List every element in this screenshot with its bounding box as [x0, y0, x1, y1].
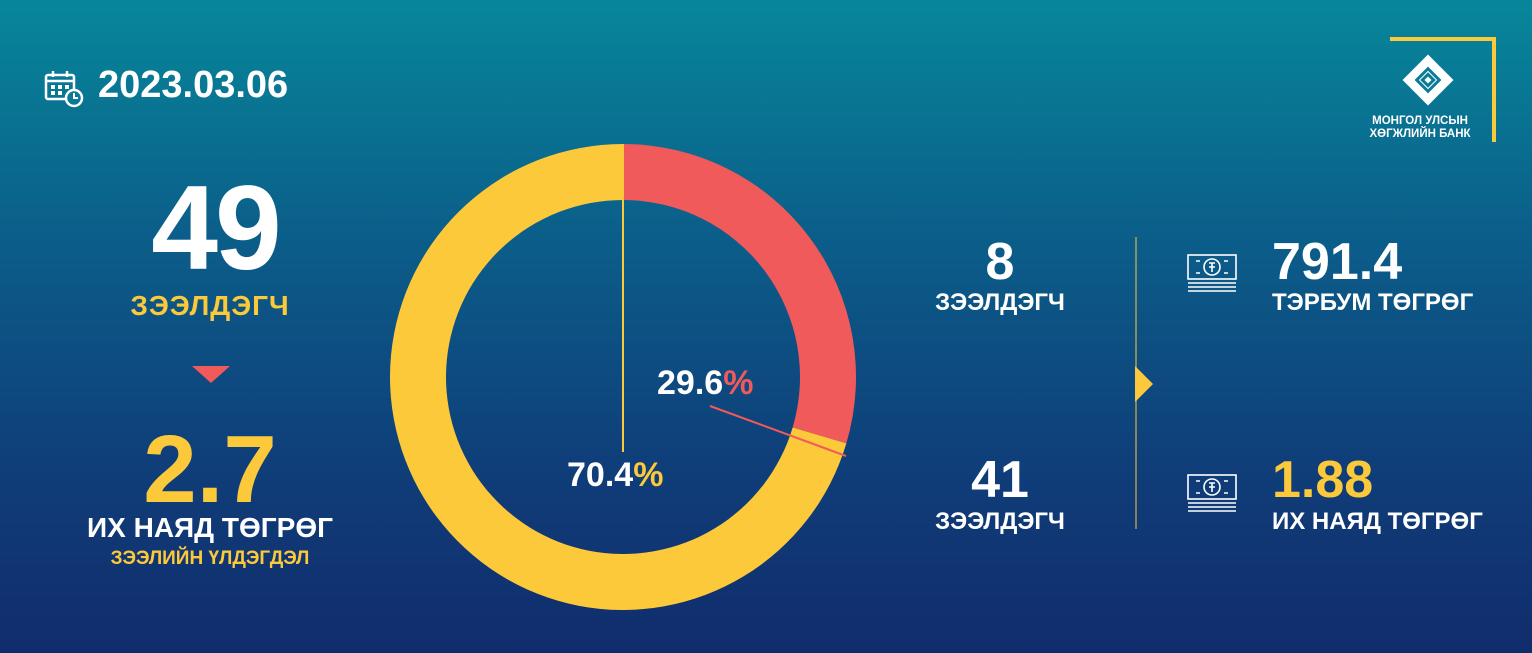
money-icon [1186, 473, 1238, 518]
group2-count-label: ЗЭЭЛДЭГЧ [935, 508, 1065, 535]
group2-count: 41 [971, 451, 1029, 509]
group2-amount-unit: ИХ НАЯД ТӨГРӨГ [1272, 508, 1483, 535]
percent-sign: % [723, 364, 754, 402]
percent-sign: % [633, 456, 664, 494]
right-arrow-icon [1135, 366, 1153, 402]
group1-amount: 791.4 [1272, 233, 1403, 291]
red-leader-line [709, 405, 847, 457]
donut-chart [390, 144, 856, 610]
down-triangle-icon [192, 366, 230, 383]
red-slice-label: 29.6% [657, 364, 753, 403]
donut-slice-0 [623, 144, 856, 444]
group1-amount-unit: ТЭРБУМ ТӨГРӨГ [1272, 289, 1474, 316]
red-slice-value: 29.6 [657, 364, 724, 402]
total-amount: 2.7 [143, 416, 277, 523]
yellow-slice-label: 70.4% [567, 456, 663, 495]
money-icon [1186, 253, 1238, 298]
total-borrowers-label: ЗЭЭЛДЭГЧ [130, 290, 290, 321]
calendar-icon [44, 70, 84, 108]
total-amount-unit: ИХ НАЯД ТӨГРӨГ [87, 512, 333, 543]
report-date: 2023.03.06 [98, 64, 289, 106]
bank-name-line2: ХӨГЖЛИЙН БАНК [1369, 128, 1471, 140]
total-amount-label: ЗЭЭЛИЙН ҮЛДЭГДЭЛ [110, 548, 310, 569]
group2-amount: 1.88 [1272, 451, 1374, 509]
bank-name-line1: МОНГОЛ УЛСЫН [1372, 115, 1468, 127]
logo-frame [1390, 37, 1496, 142]
group1-count-label: ЗЭЭЛДЭГЧ [935, 289, 1065, 316]
bank-name: МОНГОЛ УЛСЫН ХӨГЖЛИЙН БАНК [1360, 115, 1480, 141]
total-borrowers-count: 49 [151, 161, 281, 295]
yellow-slice-value: 70.4 [567, 456, 634, 494]
bank-logo-icon [1398, 50, 1458, 110]
group1-count: 8 [985, 233, 1015, 291]
